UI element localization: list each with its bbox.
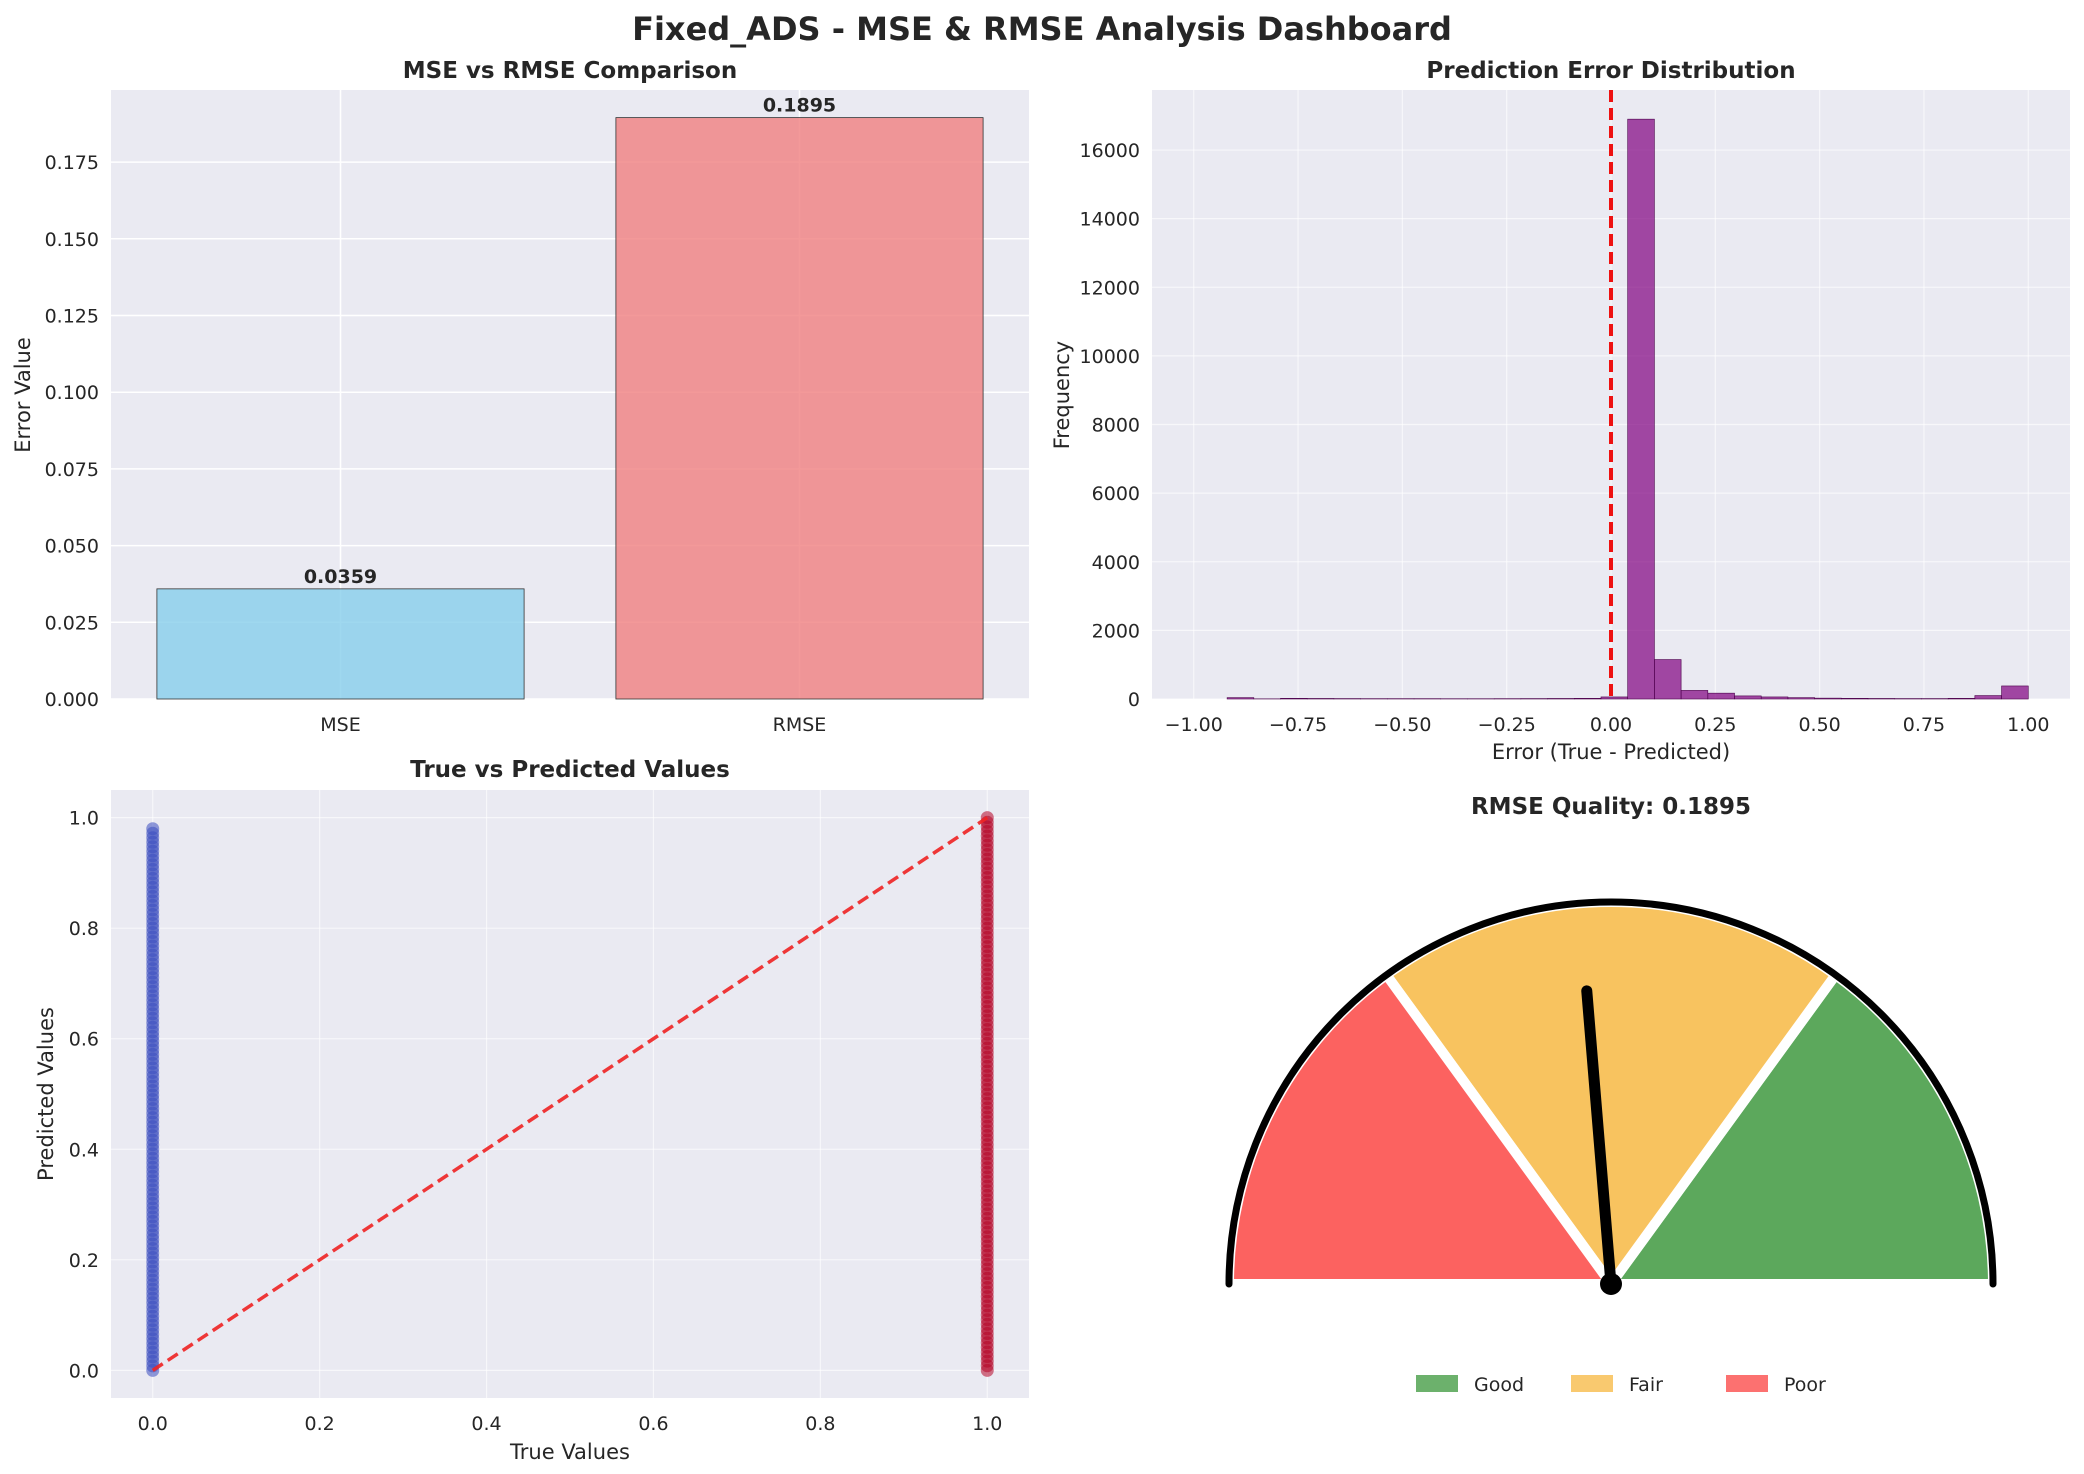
y-tick-label: 1.0 (69, 808, 99, 830)
y-tick-label: 4000 (1092, 552, 1140, 574)
histogram-bar (1707, 692, 1735, 700)
legend-label-fair: Fair (1629, 1374, 1663, 1396)
x-tick-label: −0.50 (1373, 714, 1431, 736)
histogram-bar (1867, 698, 1896, 700)
x-tick-label: 1.00 (2007, 714, 2049, 736)
y-tick-label: 0.000 (45, 689, 99, 711)
x-tick-label: 0.00 (1590, 714, 1632, 736)
x-tick-label: 0.25 (1694, 714, 1736, 736)
histogram-bar (1680, 690, 1709, 700)
y-tick-label: 0.100 (45, 382, 99, 404)
histogram-bar (1947, 698, 1976, 700)
rmse-quality-gauge-panel: RMSE Quality: 0.1895 Good Fair Poor (1223, 794, 1999, 1396)
histogram-bar (1627, 118, 1655, 700)
x-tick-label: 0.2 (305, 1413, 335, 1435)
legend-swatch-good (1416, 1375, 1458, 1392)
y-tick-label: 0.8 (69, 918, 99, 940)
panel-title: Prediction Error Distribution (1426, 58, 1795, 84)
legend-label-good: Good (1474, 1374, 1524, 1396)
y-tick-label: 0.6 (69, 1029, 99, 1051)
x-tick-label: RMSE (773, 714, 827, 736)
x-axis-label: True Values (509, 1440, 630, 1464)
y-tick-label: 8000 (1092, 415, 1140, 437)
y-axis-label: Frequency (1050, 341, 1074, 450)
y-tick-label: 0.075 (45, 459, 99, 481)
y-tick-label: 0.050 (45, 536, 99, 558)
histogram-bar (1974, 695, 2002, 700)
panel-title: True vs Predicted Values (410, 757, 730, 783)
y-tick-label: 10000 (1080, 346, 1140, 368)
y-axis-label: Predicted Values (34, 1007, 58, 1181)
bar-rmse (615, 117, 984, 700)
y-tick-label: 0.0 (69, 1360, 99, 1382)
y-tick-label: 0.4 (69, 1139, 99, 1161)
panel-title: MSE vs RMSE Comparison (403, 58, 737, 84)
histogram-bar (2001, 685, 2029, 700)
histogram-bar (1734, 695, 1762, 700)
legend-label-poor: Poor (1784, 1374, 1826, 1396)
histogram-bar (1226, 697, 1255, 700)
x-axis-label: Error (True - Predicted) (1492, 740, 1730, 764)
x-tick-label: 0.4 (471, 1413, 501, 1435)
true-vs-predicted-panel: 0.0 0.2 0.4 0.6 0.8 1.0 0.0 0.2 0.4 0.6 0.8 1.0 Tr… (34, 757, 1029, 1464)
histogram-bar (1654, 659, 1682, 700)
gauge-needle (1581, 985, 1617, 1290)
histogram-bar (1547, 698, 1575, 700)
y-tick-label: 2000 (1092, 620, 1140, 642)
x-tick-label: −0.75 (1269, 714, 1327, 736)
y-tick-label: 16000 (1080, 140, 1140, 162)
dashboard-title: Fixed_ADS - MSE & RMSE Analysis Dashboar… (632, 10, 1452, 48)
x-tick-label: 0.8 (805, 1413, 835, 1435)
panel-title: RMSE Quality: 0.1895 (1471, 794, 1751, 820)
bar-mse (156, 588, 525, 700)
mse-rmse-bar-panel: 0.000 0.025 0.050 0.075 0.100 0.125 0.150 0.175… (11, 58, 1029, 736)
error-histogram-panel: 0 2000 4000 6000 8000 10000 12000 14000 16000 −1… (1050, 58, 2070, 764)
histogram-bar (1306, 698, 1335, 700)
gauge-outline (1225, 898, 1997, 1288)
bar-value-label: 0.1895 (763, 95, 836, 117)
y-tick-label: 0 (1128, 689, 1140, 711)
x-tick-label: 0.6 (638, 1413, 668, 1435)
y-tick-label: 0.125 (45, 305, 99, 327)
y-tick-label: 0.025 (45, 612, 99, 634)
histogram-bar (1841, 698, 1869, 700)
x-tick-label: MSE (320, 714, 360, 736)
y-tick-label: 0.2 (69, 1250, 99, 1272)
x-tick-label: −0.25 (1478, 714, 1536, 736)
y-tick-label: 0.150 (45, 229, 99, 251)
y-tick-label: 0.175 (45, 152, 99, 174)
y-tick-label: 14000 (1080, 209, 1140, 231)
x-tick-label: 0.50 (1798, 714, 1840, 736)
x-tick-label: 0.0 (138, 1413, 168, 1435)
scatter-point (146, 822, 160, 836)
histogram-bar (1814, 697, 1842, 700)
gauge-needle-hub (1600, 1273, 1622, 1295)
bar-value-label: 0.0359 (304, 566, 377, 588)
histogram-bar (1760, 696, 1789, 700)
perfect-prediction-line (151, 816, 989, 1372)
y-axis-label: Error Value (11, 337, 35, 453)
x-tick-label: 0.75 (1903, 714, 1945, 736)
y-tick-label: 12000 (1080, 277, 1140, 299)
x-tick-label: −1.00 (1165, 714, 1223, 736)
y-tick-label: 6000 (1092, 483, 1140, 505)
histogram-bar (1573, 698, 1602, 700)
histogram-bar (1280, 698, 1308, 700)
legend-swatch-fair (1571, 1375, 1613, 1392)
histogram-bar (1600, 696, 1628, 700)
x-tick-label: 1.0 (972, 1413, 1002, 1435)
histogram-bar (1787, 697, 1815, 700)
legend-swatch-poor (1726, 1375, 1768, 1392)
